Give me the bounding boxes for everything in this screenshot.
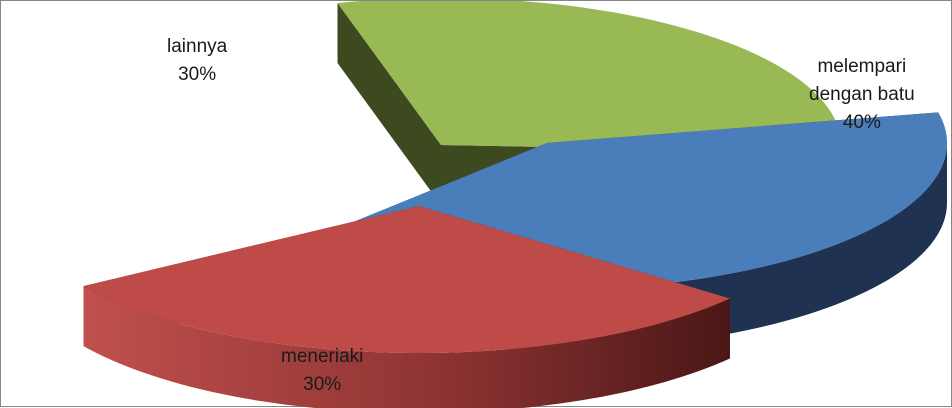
data-label-meneriaki: meneriaki 30% [281, 346, 364, 395]
data-label-melempari: melempari dengan batu 40% [809, 56, 915, 133]
data-label-lainnya: lainnya 30% [167, 36, 228, 85]
slice-meneriaki [83, 206, 730, 408]
